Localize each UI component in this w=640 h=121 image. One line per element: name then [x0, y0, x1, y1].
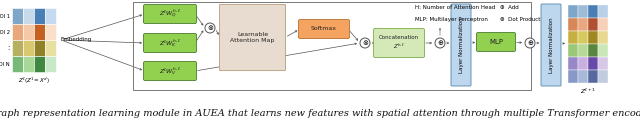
- Bar: [588, 5, 598, 18]
- Bar: [598, 70, 608, 83]
- Text: ROI 1: ROI 1: [0, 14, 10, 19]
- FancyBboxPatch shape: [143, 61, 196, 80]
- Bar: [588, 44, 598, 57]
- Bar: [598, 44, 608, 57]
- Text: × H: × H: [325, 0, 339, 1]
- Circle shape: [205, 23, 215, 33]
- Circle shape: [525, 38, 535, 48]
- Bar: [568, 57, 578, 70]
- Bar: [23, 40, 34, 56]
- Text: $Z^\ell W_V^{h,\ell}$: $Z^\ell W_V^{h,\ell}$: [159, 65, 181, 77]
- Text: ⊗: ⊗: [207, 25, 213, 31]
- Text: Layer Normalization: Layer Normalization: [458, 17, 463, 73]
- Text: $Z^{\ell+1}$: $Z^{\ell+1}$: [580, 86, 596, 96]
- Bar: [45, 8, 56, 24]
- Bar: [12, 8, 23, 24]
- Bar: [578, 44, 588, 57]
- FancyBboxPatch shape: [477, 33, 515, 52]
- Text: Concatenation
$Z^{h,\ell}$: Concatenation $Z^{h,\ell}$: [379, 35, 419, 51]
- Text: :: :: [8, 45, 10, 51]
- Text: Learnable
Attention Map: Learnable Attention Map: [230, 32, 275, 43]
- Bar: [588, 31, 598, 44]
- Bar: [568, 5, 578, 18]
- FancyBboxPatch shape: [143, 4, 196, 23]
- Bar: [568, 18, 578, 31]
- Bar: [34, 56, 45, 72]
- Text: ⊕: ⊕: [437, 40, 443, 46]
- Bar: [133, 2, 531, 90]
- Text: ⊕  Add: ⊕ Add: [500, 5, 519, 10]
- Bar: [598, 57, 608, 70]
- Bar: [45, 56, 56, 72]
- Text: $Z^\ell(Z^1=X^d)$: $Z^\ell(Z^1=X^d)$: [18, 75, 50, 86]
- Text: MLP: Multilayer Perceptron: MLP: Multilayer Perceptron: [415, 17, 488, 22]
- Bar: [588, 18, 598, 31]
- Bar: [23, 24, 34, 40]
- Text: $Z^\ell W_Q^{h,\ell}$: $Z^\ell W_Q^{h,\ell}$: [159, 8, 181, 20]
- FancyBboxPatch shape: [374, 29, 424, 57]
- FancyBboxPatch shape: [298, 19, 349, 38]
- Bar: [12, 40, 23, 56]
- Bar: [12, 24, 23, 40]
- Bar: [12, 56, 23, 72]
- Circle shape: [435, 38, 445, 48]
- FancyBboxPatch shape: [541, 4, 561, 86]
- Text: MLP: MLP: [489, 39, 503, 45]
- FancyBboxPatch shape: [451, 4, 471, 86]
- Bar: [598, 31, 608, 44]
- Bar: [598, 18, 608, 31]
- Bar: [34, 24, 45, 40]
- Text: Layer Normalization: Layer Normalization: [548, 17, 554, 73]
- Bar: [578, 70, 588, 83]
- Bar: [568, 31, 578, 44]
- Circle shape: [360, 38, 370, 48]
- Bar: [578, 31, 588, 44]
- Bar: [23, 56, 34, 72]
- Bar: [45, 24, 56, 40]
- FancyBboxPatch shape: [220, 4, 285, 71]
- Bar: [23, 8, 34, 24]
- Text: H: Number of Attention Head: H: Number of Attention Head: [415, 5, 495, 10]
- Bar: [45, 40, 56, 56]
- Bar: [34, 40, 45, 56]
- Bar: [588, 57, 598, 70]
- Bar: [578, 18, 588, 31]
- FancyBboxPatch shape: [143, 34, 196, 53]
- Bar: [578, 57, 588, 70]
- Text: Fig. 2.  Graph representation learning module in AUEA that learns new features w: Fig. 2. Graph representation learning mo…: [0, 109, 640, 118]
- Text: ⊗: ⊗: [362, 40, 368, 46]
- Text: ROI N: ROI N: [0, 61, 10, 67]
- Text: $Z^\ell W_K^{h,\ell}$: $Z^\ell W_K^{h,\ell}$: [159, 37, 181, 49]
- Bar: [578, 5, 588, 18]
- Text: Embedding: Embedding: [60, 38, 92, 42]
- Bar: [588, 70, 598, 83]
- Text: ⊕: ⊕: [527, 40, 533, 46]
- Bar: [598, 5, 608, 18]
- Bar: [568, 44, 578, 57]
- Text: ROI 2: ROI 2: [0, 30, 10, 34]
- Bar: [568, 70, 578, 83]
- Text: ⊗  Dot Product: ⊗ Dot Product: [500, 17, 540, 22]
- Bar: [34, 8, 45, 24]
- Text: Softmax: Softmax: [311, 26, 337, 31]
